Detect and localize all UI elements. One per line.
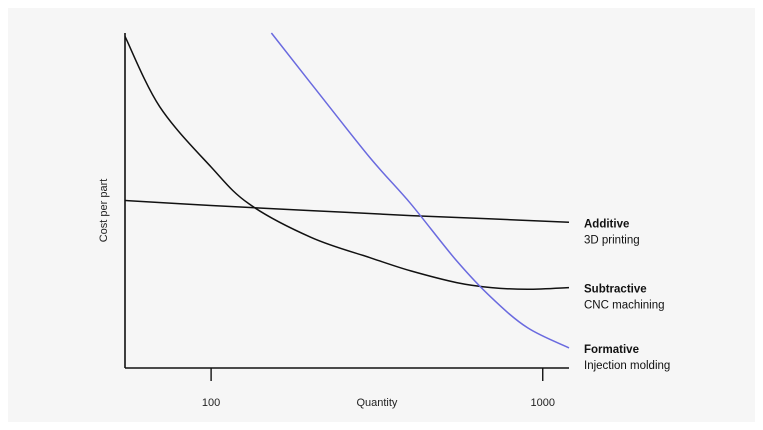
x-tick-label: 100 [202, 397, 220, 409]
x-ticks: 100 1000 [202, 368, 555, 409]
x-axis-label: Quantity [356, 397, 397, 409]
legend-subtitle-formative: Injection molding [584, 360, 670, 372]
legend-title-subtractive: Subtractive [584, 284, 647, 296]
series-lines [124, 32, 570, 349]
series-line-formative [270, 32, 570, 349]
axes [124, 33, 569, 369]
y-axis-label: Cost per part [98, 179, 110, 243]
legend-subtitle-subtractive: CNC machining [584, 300, 665, 312]
legend: Additive 3D printing Subtractive CNC machin… [584, 218, 670, 372]
x-tick-label: 1000 [530, 397, 554, 409]
legend-title-additive: Additive [584, 218, 629, 230]
cost-vs-quantity-chart: 100 1000 Additive 3D printing Subtractive CN… [98, 32, 670, 409]
legend-subtitle-additive: 3D printing [584, 234, 640, 246]
series-line-subtractive [124, 36, 570, 291]
series-line-additive [124, 199, 570, 224]
chart-panel: 100 1000 Additive 3D printing Subtractive CN… [8, 8, 755, 422]
legend-title-formative: Formative [584, 344, 639, 356]
